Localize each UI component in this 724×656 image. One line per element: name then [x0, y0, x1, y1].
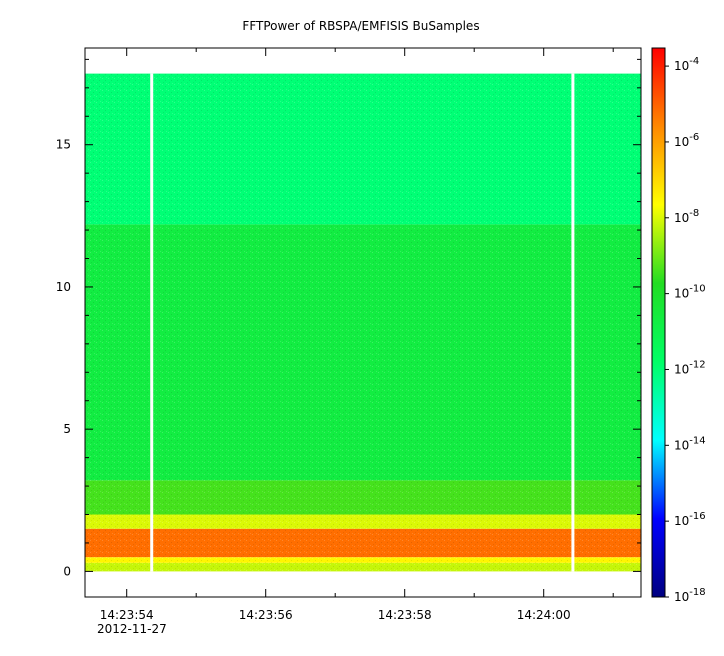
x-axis: 14:23:54 14:23:56 14:23:58 14:24:00 [100, 48, 614, 622]
colorbar-gradient [651, 47, 666, 598]
x-date-label: 2012-11-27 [97, 622, 167, 636]
x-tick-label: 14:23:58 [378, 608, 432, 622]
y-tick-label: 15 [56, 138, 71, 152]
colorbar-tick-label: 10-6 [674, 132, 699, 149]
chart-title: FFTPower of RBSPA/EMFISIS BuSamples [242, 19, 479, 33]
y-axis: 0 5 10 15 [56, 58, 641, 578]
data-gap-1 [150, 73, 154, 572]
x-tick-label: 14:24:00 [517, 608, 571, 622]
colorbar-tick-label: 10-14 [674, 435, 706, 452]
data-gap-2 [571, 73, 575, 572]
y-tick-label: 5 [63, 422, 71, 436]
plot-area [85, 73, 641, 572]
colorbar-tick-label: 10-8 [674, 208, 699, 225]
colorbar-tick-label: 10-18 [674, 587, 706, 604]
colorbar-tick-label: 10-16 [674, 511, 706, 528]
x-tick-label: 14:23:54 [100, 608, 154, 622]
colorbar-tick-label: 10-12 [674, 359, 706, 376]
y-tick-label: 10 [56, 280, 71, 294]
spectrogram-texture [85, 73, 641, 572]
y-tick-label: 0 [63, 564, 71, 578]
colorbar: 10-4 10-6 10-8 10-10 10-12 10-14 10-16 10-18 [651, 47, 706, 604]
x-tick-label: 14:23:56 [239, 608, 293, 622]
plot-frame [84, 47, 642, 598]
colorbar-tick-label: 10-10 [674, 284, 706, 301]
colorbar-tick-label: 10-4 [674, 56, 699, 73]
